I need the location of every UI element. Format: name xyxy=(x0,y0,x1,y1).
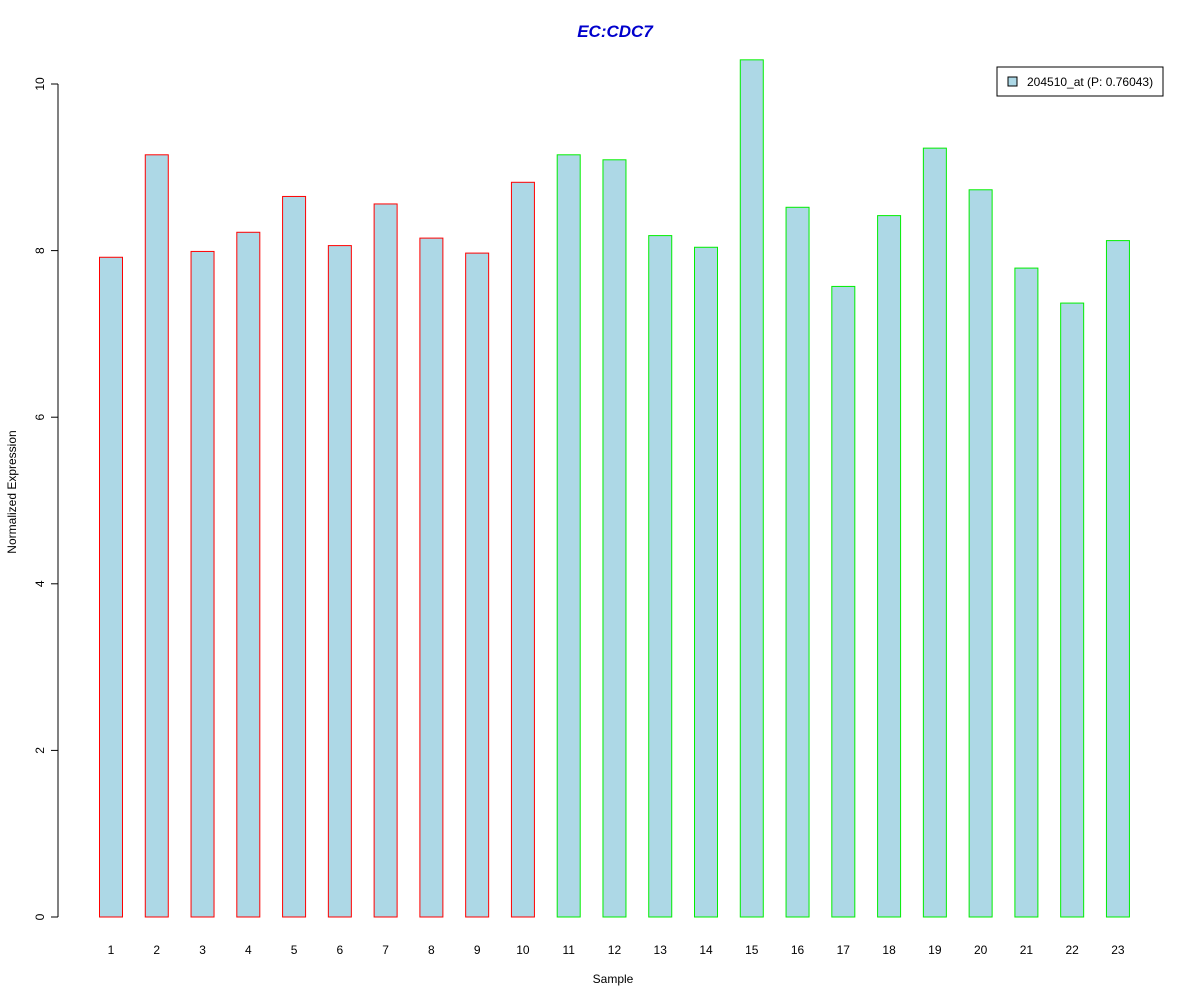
bar-sample-17 xyxy=(831,285,856,918)
bar-sample-10 xyxy=(510,181,535,918)
y-tick-label: 0 xyxy=(33,913,47,920)
bars-group xyxy=(99,59,1130,918)
x-tick-label: 4 xyxy=(245,943,252,957)
y-tick-label: 10 xyxy=(33,77,47,91)
x-tick-label: 9 xyxy=(474,943,481,957)
legend: 204510_at (P: 0.76043) xyxy=(996,66,1164,97)
bar-sample-2 xyxy=(144,154,169,918)
bar-sample-7 xyxy=(373,203,398,918)
x-tick-label: 6 xyxy=(337,943,344,957)
bar-sample-8 xyxy=(419,237,444,918)
x-tick-label: 19 xyxy=(928,943,942,957)
legend-label: 204510_at (P: 0.76043) xyxy=(1027,75,1153,89)
legend-swatch xyxy=(1007,76,1018,87)
y-tick-label: 8 xyxy=(33,247,47,254)
x-tick-label: 16 xyxy=(791,943,805,957)
x-tick-label: 15 xyxy=(745,943,759,957)
y-tick-label: 6 xyxy=(33,414,47,421)
x-tick-label: 8 xyxy=(428,943,435,957)
x-tick-label: 21 xyxy=(1020,943,1034,957)
x-tick-label: 18 xyxy=(882,943,896,957)
bar-sample-6 xyxy=(327,245,352,918)
chart-title: EC:CDC7 xyxy=(577,22,654,41)
x-tick-label: 20 xyxy=(974,943,988,957)
x-tick-label: 2 xyxy=(153,943,160,957)
y-axis: 0 2 4 6 8 10 xyxy=(33,77,59,920)
x-tick-label: 12 xyxy=(608,943,622,957)
bar-sample-1 xyxy=(99,256,123,918)
bar-sample-13 xyxy=(648,235,673,918)
x-tick-label: 13 xyxy=(654,943,668,957)
x-tick-label: 11 xyxy=(562,943,575,957)
bar-sample-20 xyxy=(968,189,993,918)
x-tick-label: 23 xyxy=(1111,943,1125,957)
x-axis-label: Sample xyxy=(593,972,634,986)
bar-sample-11 xyxy=(556,154,581,918)
legend-box xyxy=(996,66,1164,97)
y-tick-label: 4 xyxy=(33,580,47,587)
x-tick-label: 1 xyxy=(108,943,115,957)
x-tick-label: 17 xyxy=(837,943,851,957)
x-tick-label: 10 xyxy=(516,943,530,957)
bar-sample-3 xyxy=(190,250,215,918)
bar-sample-5 xyxy=(282,195,307,918)
bar-sample-4 xyxy=(236,231,261,918)
x-tick-label: 14 xyxy=(699,943,713,957)
bar-sample-18 xyxy=(877,215,902,918)
x-tick-label: 5 xyxy=(291,943,298,957)
bar-sample-16 xyxy=(785,206,810,918)
bar-sample-14 xyxy=(694,246,719,918)
bar-sample-15 xyxy=(739,59,764,918)
x-tick-label: 3 xyxy=(199,943,206,957)
bar-sample-19 xyxy=(922,147,947,918)
bar-sample-21 xyxy=(1014,267,1039,918)
bar-sample-9 xyxy=(465,252,490,918)
y-tick-label: 2 xyxy=(33,747,47,754)
x-tick-labels: 1 2 3 4 5 6 7 8 9 10 11 12 13 14 15 16 17 18 19 20 21 22 23 xyxy=(108,943,1125,957)
bar-sample-12 xyxy=(602,159,627,918)
bar-sample-23 xyxy=(1105,240,1130,918)
y-axis-label: Normalized Expression xyxy=(5,430,19,553)
x-tick-label: 22 xyxy=(1065,943,1079,957)
bar-sample-22 xyxy=(1060,302,1085,918)
x-tick-label: 7 xyxy=(382,943,389,957)
